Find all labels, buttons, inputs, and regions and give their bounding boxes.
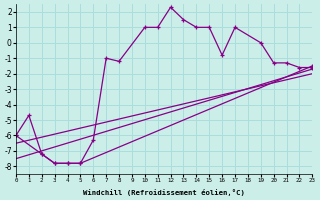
X-axis label: Windchill (Refroidissement éolien,°C): Windchill (Refroidissement éolien,°C) <box>83 189 245 196</box>
